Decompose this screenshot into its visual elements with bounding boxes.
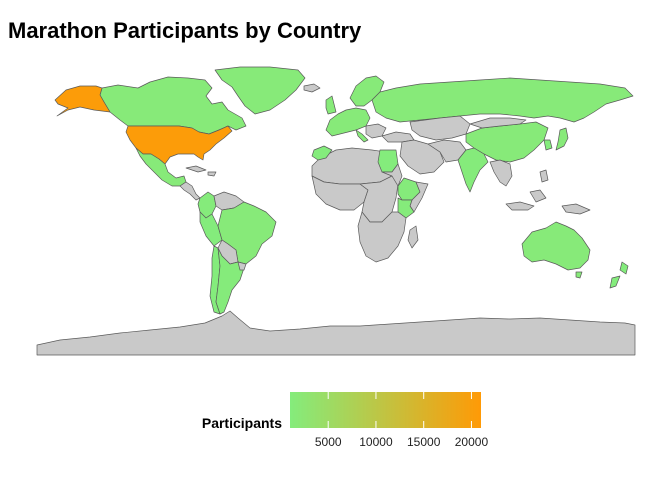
map-title: Marathon Participants by Country xyxy=(8,18,362,43)
legend-color-bar xyxy=(290,392,481,428)
country-borneo xyxy=(529,189,547,203)
country-sudan xyxy=(381,163,403,187)
country-japan xyxy=(555,127,569,151)
country-russia xyxy=(371,77,634,123)
country-indonesia xyxy=(505,201,535,211)
legend-ticks: 5000 10000 15000 20000 xyxy=(315,392,489,449)
color-legend: Participants 5000 10000 15000 20000 xyxy=(202,392,489,449)
country-mexico xyxy=(135,147,187,187)
country-australia xyxy=(521,221,591,271)
country-canada xyxy=(99,76,247,135)
country-korea xyxy=(543,139,553,151)
legend-tick-label: 15000 xyxy=(407,435,441,449)
country-greenland xyxy=(214,66,306,115)
country-morocco xyxy=(311,145,333,161)
country-iceland xyxy=(303,83,321,93)
country-cuba xyxy=(185,165,207,173)
country-mongolia xyxy=(469,117,527,129)
country-india xyxy=(457,147,489,193)
country-central-asia xyxy=(409,115,471,141)
country-se-asia xyxy=(489,159,513,187)
country-uruguay xyxy=(237,261,247,271)
legend-tick-label: 5000 xyxy=(315,435,342,449)
country-hispaniola xyxy=(207,171,217,177)
country-central-america xyxy=(179,181,201,201)
country-antarctica xyxy=(36,310,636,356)
country-argentina xyxy=(215,247,245,315)
country-new-zealand xyxy=(609,261,629,289)
country-scandinavia xyxy=(349,75,385,107)
country-alaska xyxy=(54,85,111,117)
country-madagascar xyxy=(407,225,419,249)
legend-title: Participants xyxy=(202,415,282,431)
legend-tick-label: 20000 xyxy=(455,435,489,449)
country-philippines xyxy=(539,169,549,183)
country-italy xyxy=(355,129,369,143)
country-new-guinea xyxy=(561,203,591,215)
country-southern-africa xyxy=(357,211,407,263)
legend-tick-label: 10000 xyxy=(359,435,393,449)
country-middle-east xyxy=(399,139,445,175)
country-tasmania xyxy=(575,271,583,279)
country-uk xyxy=(325,95,337,115)
